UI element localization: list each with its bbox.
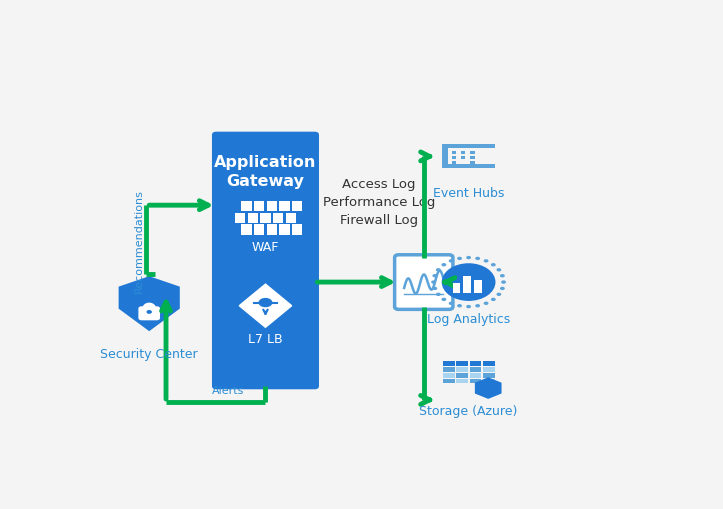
FancyBboxPatch shape: [453, 284, 461, 294]
Text: Storage (Azure): Storage (Azure): [419, 404, 518, 417]
Circle shape: [500, 287, 505, 291]
FancyBboxPatch shape: [395, 256, 453, 310]
Circle shape: [466, 257, 471, 260]
Polygon shape: [475, 378, 502, 399]
Text: Recommendations: Recommendations: [134, 188, 144, 292]
Circle shape: [491, 298, 496, 301]
FancyBboxPatch shape: [461, 157, 466, 159]
Circle shape: [484, 302, 489, 305]
FancyBboxPatch shape: [241, 225, 252, 235]
Circle shape: [436, 293, 441, 296]
FancyBboxPatch shape: [470, 361, 482, 366]
FancyBboxPatch shape: [138, 306, 160, 321]
FancyBboxPatch shape: [442, 165, 495, 169]
Circle shape: [147, 310, 152, 314]
FancyBboxPatch shape: [483, 379, 495, 384]
FancyBboxPatch shape: [292, 202, 302, 212]
Circle shape: [501, 281, 506, 284]
FancyBboxPatch shape: [442, 361, 455, 366]
FancyBboxPatch shape: [442, 379, 455, 384]
Circle shape: [258, 298, 273, 308]
Circle shape: [432, 274, 437, 278]
FancyBboxPatch shape: [292, 225, 302, 235]
FancyBboxPatch shape: [452, 152, 456, 155]
FancyBboxPatch shape: [483, 373, 495, 378]
Text: Security Center: Security Center: [100, 347, 198, 360]
FancyBboxPatch shape: [248, 213, 258, 223]
FancyBboxPatch shape: [260, 213, 270, 223]
FancyBboxPatch shape: [241, 202, 252, 212]
FancyBboxPatch shape: [461, 152, 466, 155]
FancyBboxPatch shape: [442, 367, 455, 372]
Circle shape: [449, 302, 453, 305]
Circle shape: [436, 269, 441, 272]
FancyBboxPatch shape: [456, 379, 468, 384]
FancyBboxPatch shape: [470, 373, 482, 378]
Text: Alerts: Alerts: [212, 385, 244, 395]
Circle shape: [475, 304, 480, 308]
FancyBboxPatch shape: [279, 225, 290, 235]
Text: Event Hubs: Event Hubs: [433, 186, 504, 200]
FancyBboxPatch shape: [471, 152, 475, 155]
Circle shape: [500, 274, 505, 278]
Text: Application
Gateway: Application Gateway: [214, 155, 317, 189]
Circle shape: [457, 257, 462, 261]
Circle shape: [466, 305, 471, 308]
Circle shape: [491, 264, 496, 267]
FancyBboxPatch shape: [471, 161, 475, 164]
Text: Log Analytics: Log Analytics: [427, 312, 510, 325]
FancyBboxPatch shape: [235, 213, 245, 223]
Circle shape: [442, 298, 446, 301]
Circle shape: [484, 260, 489, 263]
FancyBboxPatch shape: [286, 213, 296, 223]
Circle shape: [475, 257, 480, 261]
Circle shape: [432, 287, 437, 291]
FancyBboxPatch shape: [456, 361, 468, 366]
Polygon shape: [119, 276, 180, 331]
Circle shape: [497, 293, 501, 296]
FancyBboxPatch shape: [474, 280, 482, 294]
FancyBboxPatch shape: [442, 145, 495, 149]
Circle shape: [442, 264, 446, 267]
FancyBboxPatch shape: [483, 361, 495, 366]
Text: L7 LB: L7 LB: [248, 332, 283, 345]
FancyBboxPatch shape: [442, 373, 455, 378]
FancyBboxPatch shape: [267, 225, 277, 235]
FancyBboxPatch shape: [212, 132, 319, 389]
FancyBboxPatch shape: [483, 367, 495, 372]
FancyBboxPatch shape: [470, 367, 482, 372]
Text: Access Log
Performance Log
Firewall Log: Access Log Performance Log Firewall Log: [322, 178, 435, 227]
FancyBboxPatch shape: [267, 202, 277, 212]
FancyBboxPatch shape: [254, 225, 265, 235]
Circle shape: [431, 281, 436, 284]
FancyBboxPatch shape: [254, 202, 265, 212]
FancyBboxPatch shape: [452, 161, 456, 164]
FancyBboxPatch shape: [470, 379, 482, 384]
Circle shape: [449, 260, 453, 263]
Polygon shape: [239, 285, 291, 328]
FancyBboxPatch shape: [471, 157, 475, 159]
FancyBboxPatch shape: [442, 149, 448, 165]
FancyBboxPatch shape: [456, 373, 468, 378]
Circle shape: [442, 264, 495, 301]
FancyBboxPatch shape: [463, 277, 471, 294]
FancyBboxPatch shape: [279, 202, 290, 212]
FancyBboxPatch shape: [456, 367, 468, 372]
Text: WAF: WAF: [252, 241, 279, 253]
Circle shape: [457, 304, 462, 308]
FancyBboxPatch shape: [452, 157, 456, 159]
FancyBboxPatch shape: [273, 213, 283, 223]
Circle shape: [497, 269, 501, 272]
